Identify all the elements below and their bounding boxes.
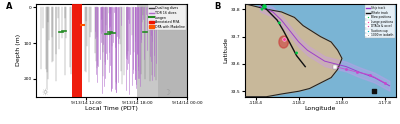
Bar <box>137 4 187 97</box>
Point <box>294 52 300 54</box>
Polygon shape <box>245 4 342 97</box>
Point <box>371 90 378 92</box>
Bar <box>36 4 86 97</box>
Circle shape <box>279 36 288 48</box>
Text: B: B <box>214 2 221 11</box>
X-axis label: Longitude: Longitude <box>305 106 336 111</box>
Legend: Dual tag dives, TDR 16 dives, Lungen, Annotated MFA, DPA with Madeline: Dual tag dives, TDR 16 dives, Lungen, An… <box>148 5 186 30</box>
Text: A: A <box>6 2 12 11</box>
X-axis label: Local Time (PDT): Local Time (PDT) <box>85 106 138 111</box>
Point <box>332 66 339 68</box>
Point <box>259 8 265 10</box>
Point <box>261 5 267 7</box>
Text: ☽: ☽ <box>163 88 170 97</box>
Y-axis label: Latitude: Latitude <box>223 37 228 63</box>
Point <box>276 22 282 24</box>
Bar <box>72 4 82 97</box>
Text: ☼: ☼ <box>41 88 48 97</box>
Bar <box>86 4 137 97</box>
Point <box>280 38 287 40</box>
Bar <box>158 4 187 97</box>
Y-axis label: Depth (m): Depth (m) <box>16 34 21 66</box>
Legend: Ship track, Whale track, Blow positions, Lunge positions, DTAGs & accel, Suction: Ship track, Whale track, Blow positions,… <box>365 5 394 38</box>
